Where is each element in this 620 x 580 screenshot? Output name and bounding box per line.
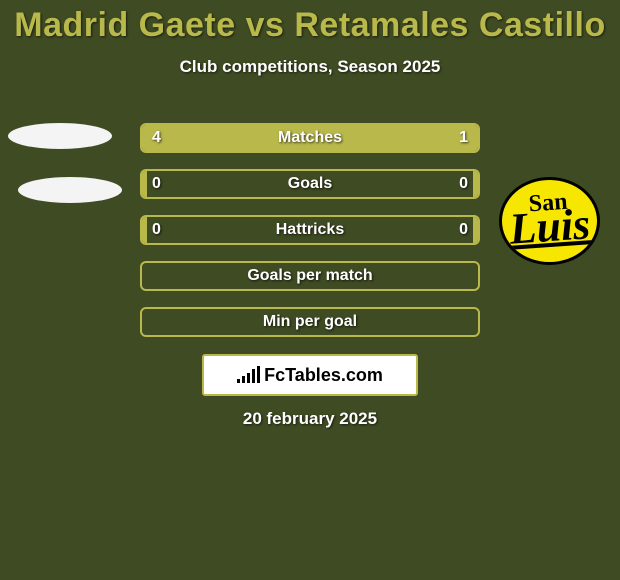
stat-bar-track: Goals per match bbox=[140, 261, 480, 291]
stat-bar-track: Min per goal bbox=[140, 307, 480, 337]
player-left-avatar-placeholder-2 bbox=[18, 177, 122, 203]
page-title: Madrid Gaete vs Retamales Castillo bbox=[0, 0, 620, 45]
comparison-infographic: Madrid Gaete vs Retamales Castillo Club … bbox=[0, 0, 620, 580]
stat-bar-track: Hattricks0 0 bbox=[140, 215, 480, 245]
stat-bar-track: Matches4 1 bbox=[140, 123, 480, 153]
brand-watermark: FcTables.com bbox=[202, 354, 418, 396]
stat-row: Min per goal bbox=[0, 307, 620, 337]
stat-value-right: 0 bbox=[459, 217, 468, 243]
brand-bars-icon bbox=[237, 367, 260, 383]
stat-value-left: 4 bbox=[152, 125, 161, 151]
stat-bar-track: Goals0 0 bbox=[140, 169, 480, 199]
stat-value-right: 1 bbox=[459, 125, 468, 151]
page-subtitle: Club competitions, Season 2025 bbox=[0, 57, 620, 77]
stat-label: Goals per match bbox=[142, 263, 478, 289]
stat-label: Goals bbox=[142, 171, 478, 197]
player-left-avatar-placeholder-1 bbox=[8, 123, 112, 149]
brand-text: FcTables.com bbox=[264, 365, 383, 386]
stat-label: Matches bbox=[142, 125, 478, 151]
date-text: 20 february 2025 bbox=[0, 409, 620, 429]
club-crest-san-luis: San Luis bbox=[499, 177, 600, 265]
stat-value-right: 0 bbox=[459, 171, 468, 197]
stat-label: Min per goal bbox=[142, 309, 478, 335]
stat-row: Goals per match bbox=[0, 261, 620, 291]
crest-text-luis: Luis bbox=[509, 209, 592, 249]
stat-value-left: 0 bbox=[152, 217, 161, 243]
stat-value-left: 0 bbox=[152, 171, 161, 197]
stat-label: Hattricks bbox=[142, 217, 478, 243]
